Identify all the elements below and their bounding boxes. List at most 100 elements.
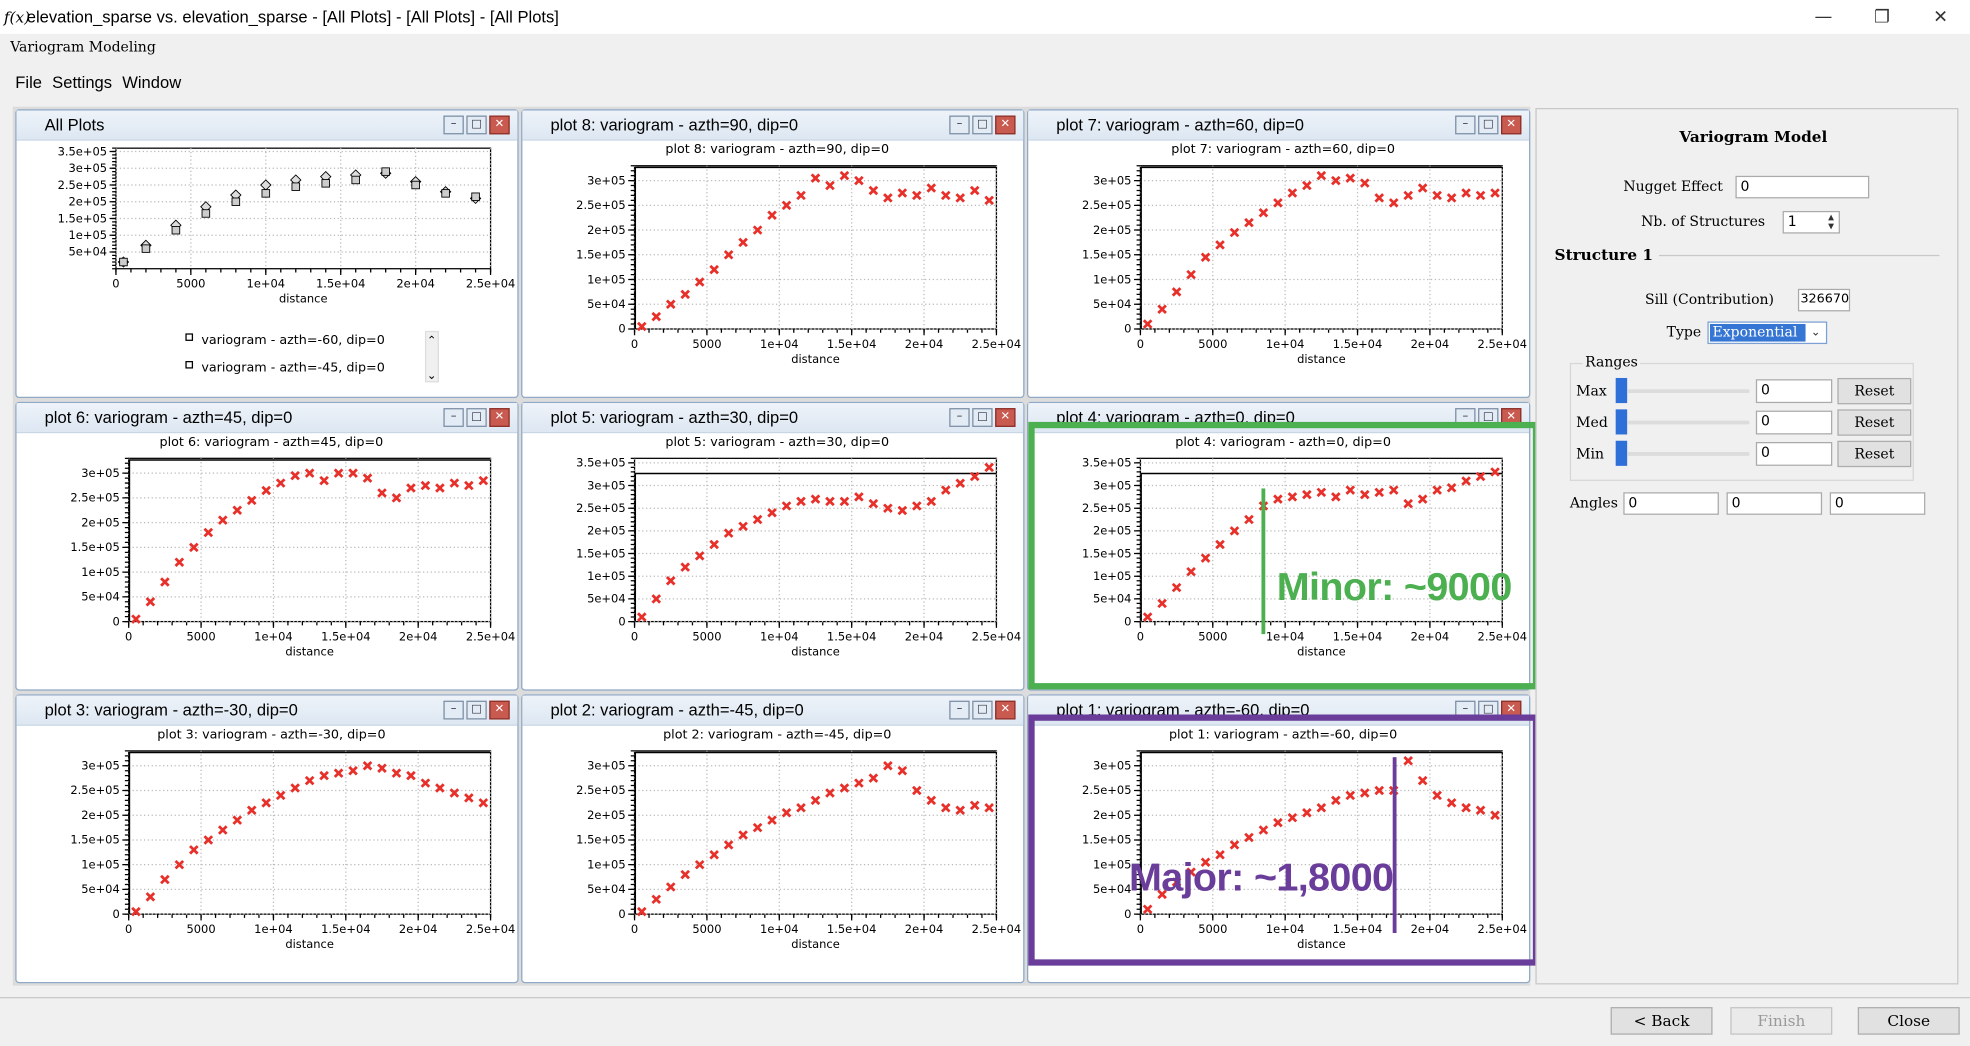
minimize-icon[interactable]: – [949, 700, 970, 720]
subwindow-header[interactable]: plot 5: variogram - azth=30, dip=0 – □ ✕ [522, 403, 1024, 434]
plot-7-window[interactable]: plot 7: variogram - azth=60, dip=0 – □ ✕ p… [1027, 109, 1531, 399]
close-icon[interactable]: ✕ [489, 115, 510, 135]
data-point [969, 185, 980, 196]
angle-2-input[interactable]: 0 [1726, 492, 1823, 515]
plot-4-window[interactable]: plot 4: variogram - azth=0, dip=0 – □ ✕ pl… [1027, 401, 1531, 691]
menu-window[interactable]: Window [122, 72, 182, 92]
subwindow-header[interactable]: All Plots – □ ✕ [16, 110, 518, 141]
maximize-icon[interactable]: □ [466, 408, 487, 427]
data-point [1229, 840, 1240, 850]
plot-3-window[interactable]: plot 3: variogram - azth=-30, dip=0 – □ ✕ … [15, 694, 519, 984]
subwindow-header[interactable]: plot 4: variogram - azth=0, dip=0 – □ ✕ [1028, 403, 1530, 434]
x-axis-label: distance [791, 352, 840, 366]
slider-handle[interactable] [1615, 409, 1628, 435]
y-tick-label: 3.5e+05 [576, 456, 625, 470]
close-icon[interactable]: ✕ [489, 700, 510, 720]
angle-3-input[interactable]: 0 [1829, 492, 1926, 515]
minimize-icon[interactable]: – [443, 115, 464, 135]
spin-arrows-icon[interactable]: ▲ ▼ [1828, 213, 1834, 232]
data-point [1345, 485, 1356, 495]
minimize-icon[interactable]: – [1455, 115, 1476, 135]
plot-8-chart: plot 8: variogram - azth=90, dip=0 0 5000… [576, 141, 1021, 366]
nugget-input[interactable]: 0 [1735, 175, 1870, 199]
close-icon[interactable]: ✕ [995, 408, 1016, 427]
subwindow-header[interactable]: plot 3: variogram - azth=-30, dip=0 – □ ✕ [16, 695, 518, 726]
sill-input[interactable]: 326670 [1797, 288, 1851, 312]
subwindow-header[interactable]: plot 8: variogram - azth=90, dip=0 – □ ✕ [522, 110, 1024, 141]
minimize-icon[interactable]: — [1814, 6, 1833, 27]
x-tick-label: 2.5e+04 [972, 337, 1021, 351]
nb-structures-spinbox[interactable]: 1 ▲ ▼ [1782, 210, 1840, 234]
maximize-icon[interactable]: □ [466, 700, 487, 720]
maximize-icon[interactable]: □ [972, 115, 993, 135]
maximize-icon[interactable]: □ [972, 408, 993, 427]
data-point [1244, 217, 1254, 228]
close-icon[interactable]: ✕ [1501, 115, 1522, 135]
y-tick-label: 2e+05 [69, 195, 108, 209]
scroll-down-icon[interactable]: ⌄ [427, 368, 437, 382]
scroll-up-icon[interactable]: ⌃ [427, 333, 437, 347]
close-icon[interactable]: ✕ [995, 700, 1016, 720]
reset-max-button[interactable]: Reset [1837, 377, 1912, 405]
plot-6-window[interactable]: plot 6: variogram - azth=45, dip=0 – □ ✕ p… [15, 401, 519, 691]
y-tick-label: 5e+04 [1093, 592, 1132, 606]
all-plots-window[interactable]: All Plots – □ ✕ 0 5000 1e+04 1.5e+04 2e+04 2.5e… [15, 109, 519, 399]
minimize-icon[interactable]: – [1455, 408, 1476, 427]
close-icon[interactable]: ✕ [995, 115, 1016, 135]
maximize-icon[interactable]: ❐ [1873, 6, 1890, 27]
x-tick-label: 0 [631, 629, 638, 643]
chevron-down-icon[interactable]: ⌄ [1810, 326, 1821, 340]
data-point [752, 225, 763, 235]
reset-med-button[interactable]: Reset [1837, 409, 1912, 436]
med-range-slider[interactable] [1615, 409, 1750, 435]
minimize-icon[interactable]: – [443, 700, 464, 720]
maximize-icon[interactable]: □ [466, 115, 487, 135]
minimize-icon[interactable]: – [949, 408, 970, 427]
maximize-icon[interactable]: □ [1478, 408, 1499, 427]
slider-track[interactable] [1627, 389, 1750, 394]
slider-handle[interactable] [1615, 440, 1628, 466]
subwindow-header[interactable]: plot 7: variogram - azth=60, dip=0 – □ ✕ [1028, 110, 1530, 141]
maximize-icon[interactable]: □ [1478, 700, 1499, 720]
legend-scrollbar[interactable] [424, 330, 439, 383]
plot-2-window[interactable]: plot 2: variogram - azth=-45, dip=0 – □ ✕ … [521, 694, 1025, 984]
reset-min-button[interactable]: Reset [1837, 440, 1912, 468]
maximize-icon[interactable]: □ [1478, 115, 1499, 135]
angle-1-input[interactable]: 0 [1623, 492, 1719, 515]
x-tick-label: 2e+04 [399, 629, 438, 643]
type-select[interactable]: Exponential ⌄ [1707, 321, 1828, 345]
maximize-icon[interactable]: □ [972, 700, 993, 720]
close-icon[interactable]: ✕ [1933, 6, 1949, 27]
close-icon[interactable]: ✕ [1501, 700, 1522, 720]
plot-5-window[interactable]: plot 5: variogram - azth=30, dip=0 – □ ✕ p… [521, 401, 1025, 691]
close-icon[interactable]: ✕ [489, 408, 510, 427]
max-range-slider[interactable] [1615, 377, 1750, 404]
back-button[interactable]: < Back [1610, 1007, 1713, 1035]
close-button[interactable]: Close [1857, 1007, 1960, 1035]
y-tick-label: 0 [618, 614, 625, 628]
menu-file[interactable]: File [15, 72, 42, 92]
plot-8-window[interactable]: plot 8: variogram - azth=90, dip=0 – □ ✕ p… [521, 109, 1025, 399]
minimize-icon[interactable]: – [443, 408, 464, 427]
subwindow-header[interactable]: plot 2: variogram - azth=-45, dip=0 – □ ✕ [522, 695, 1024, 726]
data-point [1374, 193, 1385, 203]
max-range-input[interactable]: 0 [1755, 379, 1833, 404]
slider-track[interactable] [1627, 452, 1750, 456]
med-range-input[interactable]: 0 [1755, 410, 1833, 435]
min-range-slider[interactable] [1615, 440, 1750, 466]
data-point [217, 825, 228, 835]
slider-track[interactable] [1627, 420, 1750, 425]
slider-handle[interactable] [1615, 377, 1628, 404]
menu-settings[interactable]: Settings [52, 72, 113, 92]
data-point [926, 183, 937, 193]
close-icon[interactable]: ✕ [1501, 408, 1522, 427]
minimize-icon[interactable]: – [949, 115, 970, 135]
plot-1-window[interactable]: plot 1: variogram - azth=-60, dip=0 – □ ✕ … [1027, 694, 1531, 984]
subwindow-header[interactable]: plot 1: variogram - azth=-60, dip=0 – □ ✕ [1028, 695, 1530, 726]
subwindow-header[interactable]: plot 6: variogram - azth=45, dip=0 – □ ✕ [16, 403, 518, 434]
y-tick-label: 0 [112, 614, 119, 628]
data-point [290, 470, 300, 481]
min-range-input[interactable]: 0 [1755, 442, 1833, 466]
x-tick-label: 1e+04 [247, 277, 286, 291]
minimize-icon[interactable]: – [1455, 700, 1476, 720]
